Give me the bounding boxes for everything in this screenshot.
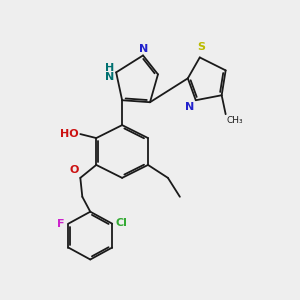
Text: F: F bbox=[57, 219, 64, 229]
Text: O: O bbox=[70, 165, 79, 175]
Text: N: N bbox=[184, 102, 194, 112]
Text: N: N bbox=[140, 44, 149, 54]
Text: S: S bbox=[197, 43, 205, 52]
Text: Cl: Cl bbox=[115, 218, 127, 228]
Text: CH₃: CH₃ bbox=[226, 116, 243, 125]
Text: H
N: H N bbox=[105, 63, 114, 82]
Text: HO: HO bbox=[60, 129, 78, 139]
